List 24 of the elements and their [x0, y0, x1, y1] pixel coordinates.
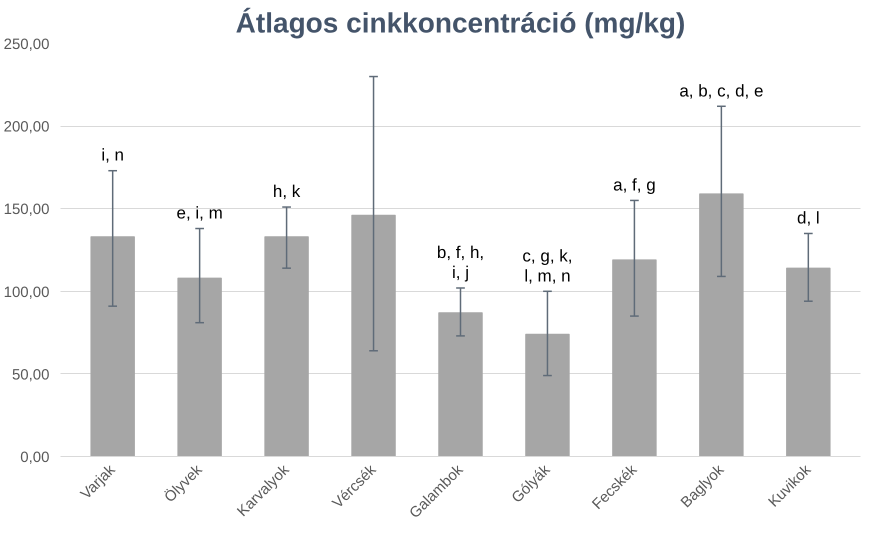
- y-tick-label: 100,00: [4, 284, 50, 301]
- annotation: e, i, m: [176, 204, 223, 223]
- bar: [438, 312, 483, 456]
- bar: [351, 214, 396, 456]
- chart-title: Átlagos cinkkoncentráció (mg/kg): [236, 8, 686, 38]
- annotation: h, k: [272, 182, 301, 202]
- y-tick-label: 250,00: [4, 36, 50, 53]
- y-tick-label: 50,00: [12, 366, 50, 384]
- annotation: i, n: [101, 146, 124, 165]
- bar: [90, 236, 135, 456]
- bar: [786, 268, 831, 456]
- bar: [612, 259, 657, 456]
- y-tick-label: 200,00: [4, 118, 50, 136]
- bar: [177, 278, 222, 456]
- annotation: b, f, h, i, j: [436, 242, 484, 282]
- y-tick-label: 150,00: [4, 201, 50, 218]
- annotation: a, b, c, d, e: [679, 81, 764, 100]
- y-tick-label: 0,00: [20, 449, 50, 466]
- bar: [699, 193, 744, 456]
- annotation: c, g, k, l, m, n: [522, 246, 572, 286]
- bar: [525, 334, 570, 456]
- annotation: a, f, g: [613, 175, 656, 194]
- bar: [264, 236, 309, 456]
- annotation: d, l: [796, 208, 820, 228]
